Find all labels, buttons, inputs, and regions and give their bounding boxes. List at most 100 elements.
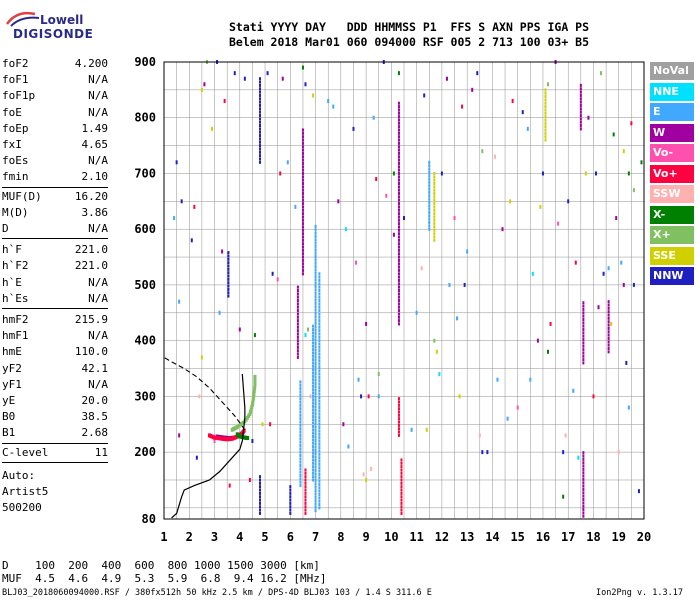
echo-dot (314, 365, 317, 369)
echo-dot (173, 216, 176, 221)
echo-dot (314, 241, 317, 245)
echo-dot (304, 508, 307, 512)
echo-dot (259, 505, 261, 509)
echo-dot (299, 474, 302, 478)
echo-dot (227, 291, 230, 295)
echo-dot (312, 344, 315, 348)
x-tick-label: 5 (261, 530, 268, 544)
legend-item-ssw: SSW (650, 185, 694, 203)
echo-dot (400, 481, 403, 485)
echo-dot (299, 450, 302, 454)
echo-dot (544, 115, 547, 119)
echo-dot (259, 144, 261, 148)
echo-dot (607, 350, 610, 354)
echo-dot (301, 165, 304, 169)
echo-dot (428, 190, 431, 194)
echo-dot (301, 248, 304, 252)
echo-dot (314, 495, 317, 499)
echo-dot (433, 338, 436, 343)
echo-dot (314, 285, 317, 289)
echo-dot (312, 364, 315, 368)
param-row: foEp 1.49 (2, 121, 108, 137)
echo-dot (314, 351, 317, 355)
echo-dot (314, 258, 317, 262)
echo-dot (301, 222, 304, 226)
echo-dot (318, 396, 321, 400)
echo-dot (259, 80, 261, 84)
echo-dot (312, 468, 315, 472)
echo-dot (312, 435, 315, 439)
echo-dot (314, 378, 317, 382)
echo-dot (304, 505, 307, 509)
echo-dot (304, 82, 307, 87)
echo-dot (579, 103, 582, 107)
echo-dot (314, 288, 317, 292)
echo-dot (301, 158, 304, 162)
echo-dot (312, 351, 315, 355)
echo-dot (299, 460, 302, 464)
echo-dot (397, 295, 400, 299)
echo-dot (296, 299, 299, 303)
echo-dot (397, 420, 400, 424)
grid-layer (163, 61, 645, 519)
echo-dot (259, 117, 261, 121)
echo-dot (516, 405, 519, 410)
echo-dot (397, 158, 400, 162)
muf-row: MUF 4.5 4.6 4.9 5.3 5.9 6.8 9.4 16.2 [MH… (2, 572, 327, 585)
echo-column-w (582, 301, 585, 365)
echo-dot (314, 455, 317, 459)
echo-dot (312, 358, 315, 362)
echo-dot (433, 178, 436, 182)
echo-dot (218, 310, 221, 315)
echo-dot (221, 249, 224, 254)
echo-dot (296, 329, 299, 333)
echo-dot (400, 511, 403, 515)
echo-dot (584, 171, 587, 176)
echo-dot (312, 348, 315, 352)
echo-dot (318, 469, 321, 473)
echo-dot (595, 171, 597, 176)
echo-dot (299, 433, 302, 437)
echo-dot (397, 285, 400, 289)
echo-dot (304, 478, 307, 482)
echo-dot (259, 83, 261, 87)
echo-dot (544, 128, 547, 132)
echo-dot (476, 71, 479, 76)
x-tick-label: 10 (384, 530, 398, 544)
echo-dot (301, 272, 304, 276)
y-tick-label: 600 (134, 222, 156, 236)
echo-column-vo- (304, 468, 307, 515)
echo-dot (428, 221, 431, 225)
echo-dot (259, 154, 261, 158)
echo-dot (301, 208, 304, 212)
echo-dot (312, 428, 315, 432)
echo-dot (261, 422, 264, 427)
echo-dot (397, 302, 400, 306)
echo-dot (640, 160, 643, 165)
y-tick-label: 700 (134, 166, 156, 180)
echo-dot (299, 423, 302, 427)
echo-column-nnw (289, 485, 292, 515)
echo-dot (312, 441, 315, 445)
trace-dot (235, 425, 239, 430)
echo-dot (314, 479, 317, 483)
param-value: N/A (88, 377, 108, 391)
echo-dot (312, 354, 315, 358)
echo-dot (562, 450, 565, 455)
echo-dot (314, 234, 317, 238)
echo-dot (375, 177, 378, 182)
echo-dot (428, 164, 431, 168)
echo-dot (304, 498, 307, 502)
echo-dot (607, 310, 610, 314)
autoscale-line2: Artist5 (2, 484, 49, 498)
echo-dot (318, 385, 321, 389)
echo-dot (397, 165, 400, 169)
echo-dot (312, 394, 315, 398)
echo-dot (397, 410, 400, 414)
param-row: foF2 4.200 (2, 56, 108, 72)
echo-dot (342, 422, 345, 427)
echo-dot (314, 328, 317, 332)
echo-dot (301, 265, 304, 269)
trace-dot (241, 420, 245, 425)
echo-dot (198, 394, 201, 399)
